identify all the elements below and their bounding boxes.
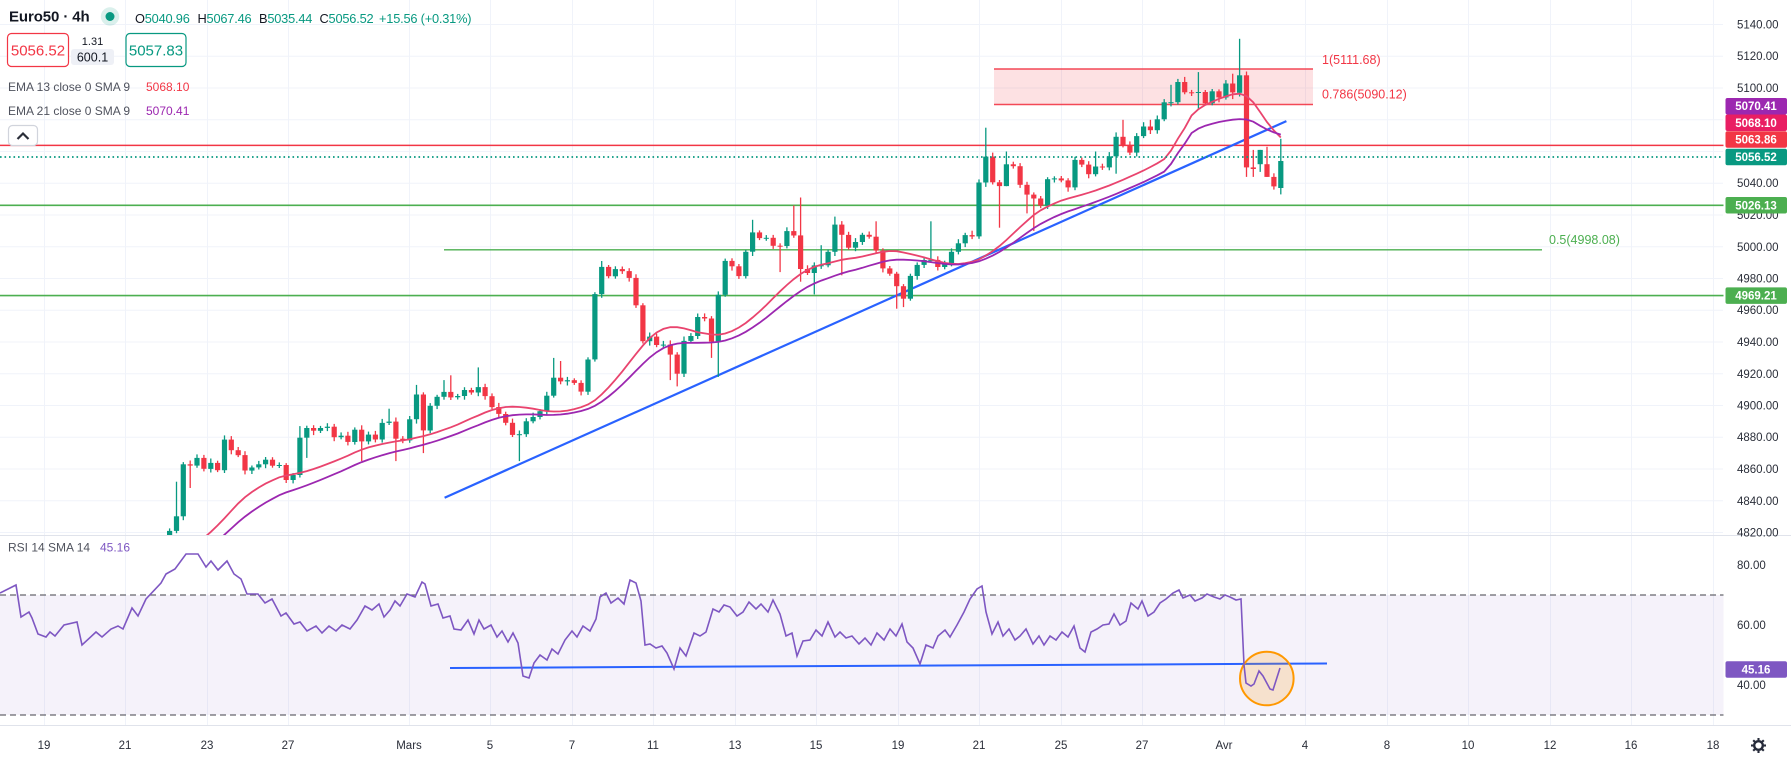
svg-text:15: 15 xyxy=(810,740,823,752)
svg-text:4860.00: 4860.00 xyxy=(1737,464,1779,476)
svg-text:5026.13: 5026.13 xyxy=(1735,200,1777,212)
svg-text:23: 23 xyxy=(201,740,214,752)
svg-text:Mars: Mars xyxy=(396,740,422,752)
svg-text:45.16: 45.16 xyxy=(1742,665,1771,677)
svg-text:4900.00: 4900.00 xyxy=(1737,401,1779,413)
svg-text:EMA 21 close 0 SMA 9: EMA 21 close 0 SMA 9 xyxy=(8,104,130,118)
svg-text:5140.00: 5140.00 xyxy=(1737,20,1779,32)
svg-text:5000.00: 5000.00 xyxy=(1737,242,1779,254)
svg-text:0.5(4998.08): 0.5(4998.08) xyxy=(1549,233,1620,247)
svg-text:5057.83: 5057.83 xyxy=(129,43,183,60)
svg-text:5068.10: 5068.10 xyxy=(1735,118,1777,130)
svg-text:Avr: Avr xyxy=(1215,740,1232,752)
svg-text:60.00: 60.00 xyxy=(1737,620,1766,632)
svg-text:4940.00: 4940.00 xyxy=(1737,337,1779,349)
svg-text:5: 5 xyxy=(487,740,493,752)
svg-text:18: 18 xyxy=(1707,740,1720,752)
svg-text:4920.00: 4920.00 xyxy=(1737,369,1779,381)
svg-text:19: 19 xyxy=(38,740,51,752)
svg-text:4880.00: 4880.00 xyxy=(1737,432,1779,444)
svg-text:5056.52: 5056.52 xyxy=(11,43,65,60)
svg-text:11: 11 xyxy=(647,740,659,752)
svg-text:4969.21: 4969.21 xyxy=(1735,291,1777,303)
svg-text:8: 8 xyxy=(1384,740,1390,752)
svg-text:600.1: 600.1 xyxy=(77,51,108,65)
svg-text:5063.86: 5063.86 xyxy=(1735,135,1777,147)
svg-text:5070.41: 5070.41 xyxy=(146,104,190,118)
svg-text:B5035.44: B5035.44 xyxy=(259,11,312,26)
svg-text:RSI 14 SMA 14: RSI 14 SMA 14 xyxy=(8,541,90,555)
svg-text:80.00: 80.00 xyxy=(1737,560,1766,572)
svg-text:19: 19 xyxy=(892,740,905,752)
svg-text:1(5111.68): 1(5111.68) xyxy=(1322,53,1381,67)
svg-text:+15.56 (+0.31%): +15.56 (+0.31%) xyxy=(379,11,471,26)
svg-text:13: 13 xyxy=(729,740,742,752)
svg-text:4980.00: 4980.00 xyxy=(1737,274,1779,286)
svg-text:0.786(5090.12): 0.786(5090.12) xyxy=(1322,88,1407,102)
svg-text:5068.10: 5068.10 xyxy=(146,80,190,94)
svg-text:4820.00: 4820.00 xyxy=(1737,528,1779,540)
svg-text:5120.00: 5120.00 xyxy=(1737,51,1779,63)
svg-text:4840.00: 4840.00 xyxy=(1737,496,1779,508)
svg-text:4: 4 xyxy=(1302,740,1309,752)
svg-text:27: 27 xyxy=(282,740,295,752)
svg-text:5040.00: 5040.00 xyxy=(1737,178,1779,190)
svg-text:1.31: 1.31 xyxy=(82,36,103,48)
svg-text:C5056.52: C5056.52 xyxy=(320,11,374,26)
svg-text:27: 27 xyxy=(1136,740,1149,752)
svg-text:O5040.96: O5040.96 xyxy=(135,11,190,26)
svg-text:5070.41: 5070.41 xyxy=(1735,101,1777,113)
svg-text:Euro50 · 4h: Euro50 · 4h xyxy=(9,9,90,26)
svg-text:21: 21 xyxy=(119,740,132,752)
svg-text:EMA 13 close 0 SMA 9: EMA 13 close 0 SMA 9 xyxy=(8,80,130,94)
svg-text:H5067.46: H5067.46 xyxy=(198,11,252,26)
svg-text:5100.00: 5100.00 xyxy=(1737,83,1779,95)
svg-text:5056.52: 5056.52 xyxy=(1735,152,1777,164)
svg-text:4960.00: 4960.00 xyxy=(1737,305,1779,317)
svg-text:25: 25 xyxy=(1055,740,1068,752)
svg-text:21: 21 xyxy=(973,740,986,752)
svg-text:10: 10 xyxy=(1462,740,1475,752)
svg-text:12: 12 xyxy=(1544,740,1557,752)
svg-text:7: 7 xyxy=(569,740,575,752)
svg-text:40.00: 40.00 xyxy=(1737,680,1766,692)
svg-text:45.16: 45.16 xyxy=(100,541,130,555)
svg-text:16: 16 xyxy=(1625,740,1638,752)
